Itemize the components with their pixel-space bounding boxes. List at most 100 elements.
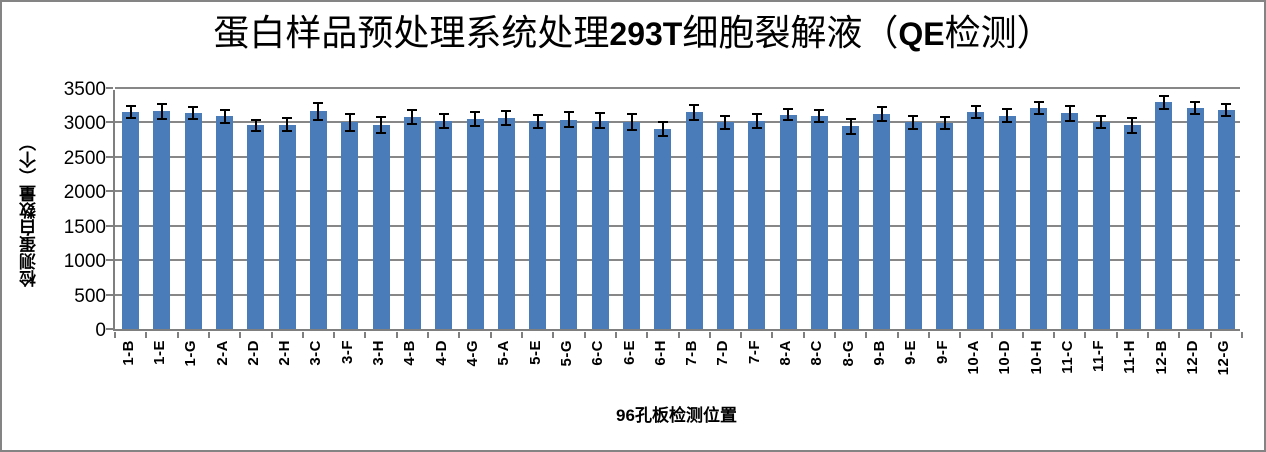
bar [1186, 107, 1204, 329]
y-tick-mark [106, 190, 113, 193]
error-bar [787, 108, 790, 121]
error-bar-cap [1064, 104, 1075, 107]
x-tick-mark [708, 332, 711, 338]
x-tick-label: 4-D [432, 340, 450, 366]
error-bar [223, 109, 226, 123]
bar [309, 111, 327, 329]
bar [247, 125, 265, 329]
x-tick-label: 6-C [589, 340, 607, 366]
y-tick-mark [106, 224, 113, 227]
error-bar [880, 106, 883, 121]
bar [1217, 109, 1235, 329]
x-tick-mark [458, 332, 461, 338]
error-bar-cap [156, 102, 167, 105]
chart-title-segment: QE [898, 16, 945, 52]
error-bar-cap [876, 105, 887, 108]
error-bar [724, 115, 727, 129]
error-bar [1037, 101, 1040, 115]
error-bar-cap [657, 121, 668, 124]
error-bar-cap [344, 130, 355, 133]
bar [278, 124, 296, 329]
error-bar-cap [407, 109, 418, 112]
error-bar-cap [219, 108, 230, 111]
gridline [115, 293, 1240, 296]
y-axis-labels: 0 500 1000 1500 2000 2500 3000 3500 [2, 2, 106, 450]
bar [466, 119, 484, 329]
bar [122, 112, 140, 329]
chart-title: 蛋白样品预处理系统处理293T细胞裂解液（QE检测） [2, 10, 1264, 64]
x-tick-label: 9-B [870, 340, 888, 366]
x-tick-label: 1-E [150, 340, 168, 365]
error-bar-cap [720, 127, 731, 130]
x-tick-label: 12-G [1215, 340, 1233, 376]
error-bar [661, 122, 664, 136]
error-bar-cap [501, 123, 512, 126]
x-tick-mark [520, 332, 523, 338]
error-bar-cap [1033, 100, 1044, 103]
x-tick-label: 11-H [1121, 340, 1139, 374]
error-bar-cap [751, 112, 762, 115]
y-tick-mark [106, 293, 113, 296]
x-tick-label: 10-A [964, 340, 982, 375]
error-bar-cap [1064, 119, 1075, 122]
bar [216, 116, 234, 329]
x-tick-mark [239, 332, 242, 338]
bar [623, 122, 641, 329]
error-bar-cap [438, 112, 449, 115]
error-bar [1225, 103, 1228, 116]
y-tick-mark [106, 328, 113, 330]
error-bar-cap [970, 117, 981, 120]
error-bar-cap [344, 112, 355, 115]
error-bar-cap [689, 103, 700, 106]
error-bar-cap [1221, 102, 1232, 105]
gridline [115, 190, 1240, 193]
x-tick-label: 9-E [902, 340, 920, 365]
error-bar [192, 106, 195, 119]
x-tick-mark [489, 332, 492, 338]
bar [1123, 125, 1141, 329]
x-tick-mark [959, 332, 962, 338]
x-tick-label: 11-F [1090, 340, 1108, 373]
bar [998, 115, 1016, 329]
bar [372, 125, 390, 329]
y-tick-label: 500 [74, 285, 106, 307]
bar [654, 128, 672, 329]
error-bar-cap [657, 134, 668, 137]
error-bar-cap [532, 113, 543, 116]
y-tick-label: 0 [95, 320, 106, 341]
error-bar-cap [876, 119, 887, 122]
gridline [115, 121, 1240, 124]
x-tick-label: 2-D [244, 340, 262, 366]
x-tick-label: 2-H [276, 340, 294, 366]
error-bar-cap [282, 130, 293, 133]
bar [1061, 113, 1079, 329]
x-tick-label: 2-A [213, 340, 231, 366]
error-bar [254, 119, 257, 131]
error-bar [1100, 115, 1103, 129]
error-bar [536, 114, 539, 128]
bar [1030, 107, 1047, 329]
error-bar [630, 114, 633, 131]
error-bar-cap [720, 114, 731, 117]
gridline [115, 155, 1240, 158]
x-tick-mark [583, 332, 586, 338]
error-bar-cap [125, 117, 136, 120]
error-bar-cap [595, 112, 606, 115]
x-tick-label: 4-B [401, 340, 419, 366]
chart-title-segment: 检测） [944, 13, 1053, 53]
error-bar-cap [282, 116, 293, 119]
bar [716, 122, 734, 329]
error-bar-cap [1221, 114, 1232, 117]
y-tick-mark [106, 121, 113, 124]
error-bar-cap [1096, 127, 1107, 130]
error-bar-cap [1158, 94, 1169, 97]
bar [341, 122, 359, 329]
error-bar-cap [219, 121, 230, 124]
error-bar-cap [689, 119, 700, 122]
chart-title-segment: 细胞裂解液（ [682, 13, 899, 53]
x-tick-mark [1115, 332, 1118, 338]
bar [435, 121, 453, 329]
error-bar-cap [1158, 108, 1169, 111]
x-tick-label: 8-C [808, 340, 826, 366]
bar [591, 120, 609, 329]
